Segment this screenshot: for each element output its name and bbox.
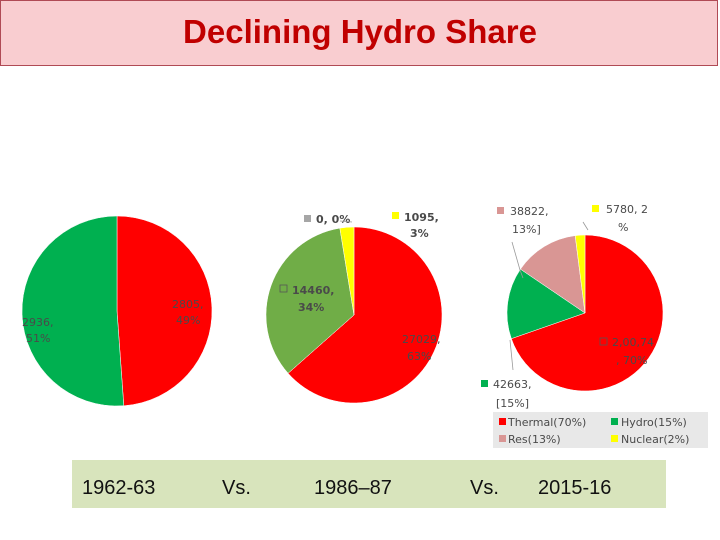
pie-1986-hydro-marker — [279, 284, 288, 293]
pie-1986-label-hydro-value: 14460, — [292, 284, 334, 297]
pie-2015-label-nuclear-pct: % — [618, 221, 628, 234]
pie-2015-slice-res — [520, 235, 586, 314]
page-title: Declining Hydro Share — [183, 13, 537, 50]
pie-2015-label-res-value: 38822, — [510, 205, 549, 218]
pie-2015-legend: Thermal(70%) Hydro(15%) Res(13%) Nuclear… — [493, 412, 708, 448]
pie-2015 — [506, 234, 664, 392]
legend-hydro-label: Hydro(15%) — [621, 416, 687, 429]
pie-1962-slice-thermal — [116, 215, 213, 407]
vs-label-1: Vs. — [222, 477, 251, 499]
pie-2015-thermal-marker — [599, 337, 608, 346]
pie-1962-label-thermal-pct: 49% — [176, 314, 200, 327]
pie-2015-label-nuclear-value: 5780, 2 — [606, 203, 648, 216]
pie-1986-nuclear-marker — [392, 212, 399, 219]
pie-1986-label-res: 0, 0% — [316, 213, 350, 226]
pie-2015-label-hydro-pct: [15%] — [496, 397, 529, 410]
pie-1986-slice-hydro — [265, 227, 355, 374]
period-1962: 1962-63 — [82, 477, 156, 499]
pie-2015-slice-hydro — [506, 268, 586, 339]
pie-1986 — [265, 226, 443, 404]
pie-2015-leader-res — [511, 241, 524, 279]
legend-thermal-swatch — [499, 418, 506, 425]
pie-2015-label-thermal-pct: , 70% — [616, 354, 647, 367]
legend-res-swatch — [499, 435, 506, 442]
pie-1962-slice-hydro — [21, 215, 125, 407]
pie-1962-label-hydro-pct: 51% — [26, 332, 50, 345]
vs-label-2: Vs. — [470, 477, 499, 499]
legend-thermal-label: Thermal(70%) — [507, 416, 586, 429]
pie-1986-res-marker — [304, 215, 311, 222]
pie-2015-label-thermal-value: 2,00,74 — [612, 336, 654, 349]
pie-2015-leader-nuclear — [582, 221, 589, 231]
pie-1986-label-hydro-pct: 34% — [298, 301, 324, 314]
pie-1986-leader-res — [339, 220, 353, 223]
pie-2015-label-res-pct: 13%] — [512, 223, 541, 236]
pie-1986-label-thermal-value: 27029, — [402, 333, 441, 346]
pie-1962-label-thermal-value: 2805, — [172, 298, 204, 311]
period-bar — [72, 460, 666, 508]
pie-1986-label-nuclear-pct: 3% — [410, 227, 429, 240]
pie-1962-label-hydro-value: 2936, — [22, 316, 54, 329]
legend-hydro-swatch — [611, 418, 618, 425]
pie-1962 — [21, 215, 213, 407]
pie-2015-nuclear-marker — [592, 205, 599, 212]
period-2015: 2015-16 — [538, 477, 612, 499]
pie-1962-labels: 2805, 49% 2936, 51% — [22, 298, 204, 345]
pie-1986-slice-thermal — [287, 226, 443, 404]
pie-1986-labels: 0, 0% 1095, 3% 14460, 34% 27029, 63% — [279, 211, 441, 363]
pie-2015-label-hydro-value: 42663, — [493, 378, 532, 391]
pie-2015-slice-thermal — [511, 234, 664, 392]
pie-1986-slice-nuclear — [339, 226, 355, 316]
pie-2015-slice-nuclear — [574, 234, 586, 314]
legend-res-label: Res(13%) — [508, 433, 561, 446]
legend-nuclear-swatch — [611, 435, 618, 442]
pie-2015-res-marker — [497, 207, 504, 214]
period-1986: 1986–87 — [314, 477, 392, 499]
title-bar — [0, 0, 718, 66]
pie-1986-label-nuclear-value: 1095, — [404, 211, 439, 224]
pie-2015-leader-hydro — [509, 339, 514, 371]
pie-2015-hydro-marker — [481, 380, 488, 387]
pie-1986-label-thermal-pct: 63% — [407, 350, 431, 363]
legend-nuclear-label: Nuclear(2%) — [621, 433, 689, 446]
pie-2015-labels: 38822, 13%] 5780, 2 % 2,00,74 , 70% 4266… — [339, 203, 654, 410]
